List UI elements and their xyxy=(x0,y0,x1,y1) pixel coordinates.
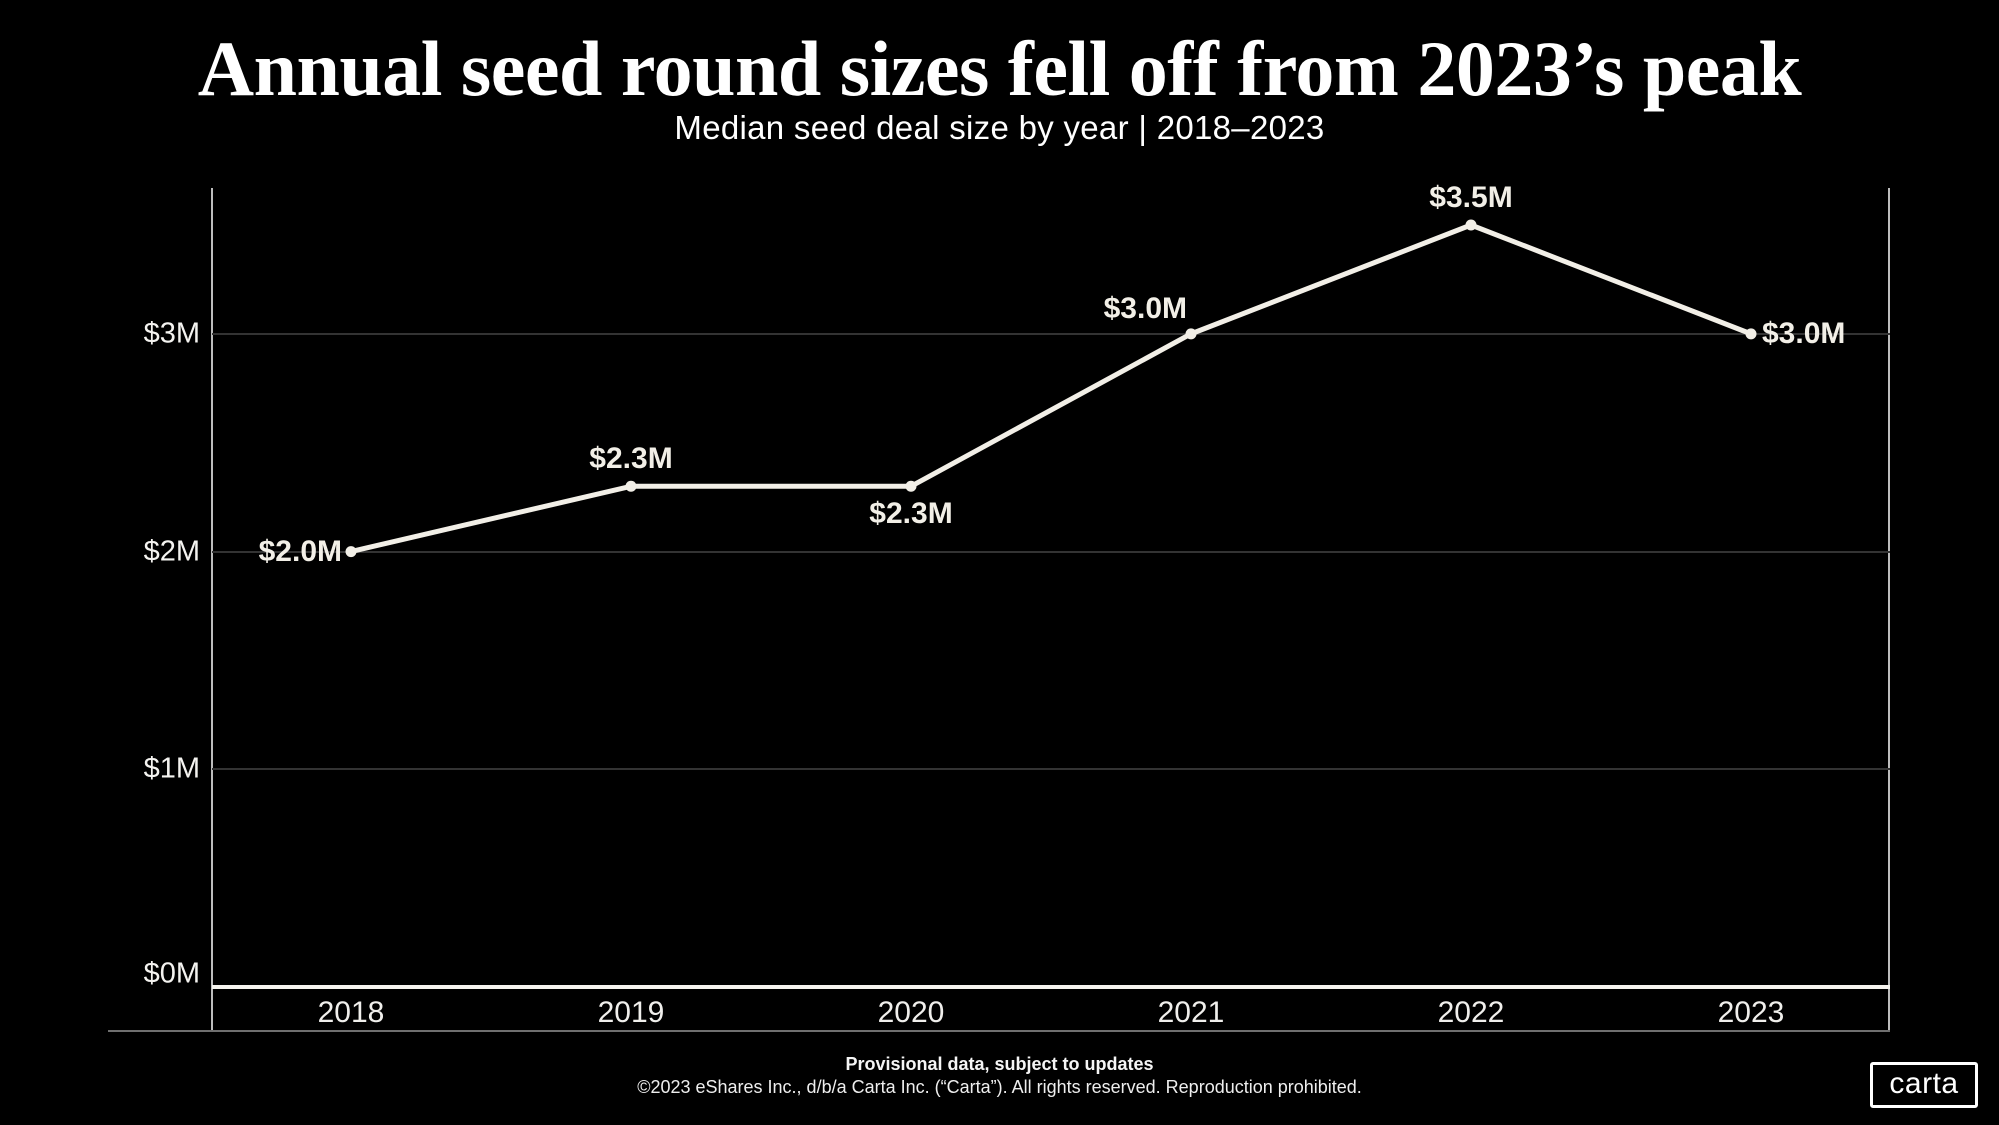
gridline xyxy=(212,768,1890,771)
gridline xyxy=(212,332,1890,335)
data-point-marker xyxy=(345,546,357,558)
data-point-label: $3.0M xyxy=(1762,316,1846,350)
gridline xyxy=(212,550,1890,553)
y-tick-label: $3M xyxy=(143,317,200,350)
data-point-label: $2.3M xyxy=(869,497,953,531)
copyright-text: ©2023 eShares Inc., d/b/a Carta Inc. (“C… xyxy=(637,1077,1362,1097)
x-tick-label: 2019 xyxy=(597,996,665,1029)
x-tick-label: 2020 xyxy=(877,996,945,1029)
data-point-marker xyxy=(1185,328,1197,340)
plot-area: $2.0M $2.3M $2.3M $3.0M $3.5M $3.0M xyxy=(212,181,1890,987)
data-point-label: $3.5M xyxy=(1429,181,1513,214)
data-point-marker xyxy=(625,480,637,492)
data-point-label: $2.3M xyxy=(589,442,673,476)
series-line xyxy=(348,222,1754,555)
chart-title: Annual seed round sizes fell off from 20… xyxy=(197,25,1802,112)
y-axis-line xyxy=(211,188,213,1031)
x-tick-label: 2023 xyxy=(1717,996,1785,1029)
carta-logo-text: carta xyxy=(1889,1066,1959,1100)
x-tick-label: 2022 xyxy=(1437,996,1505,1029)
y-tick-label: $1M xyxy=(143,752,200,785)
x-axis-line xyxy=(212,985,1890,989)
y-tick-label: $0M xyxy=(143,957,200,990)
data-point-marker xyxy=(1745,328,1757,340)
carta-logo: carta xyxy=(1870,1062,1978,1108)
y-tick-label: $2M xyxy=(143,535,200,568)
chart-subtitle: Median seed deal size by year | 2018–202… xyxy=(674,109,1325,146)
footnote: Provisional data, subject to updates xyxy=(845,1054,1154,1074)
plot-right-border xyxy=(1888,188,1890,1031)
data-point-label: $3.0M xyxy=(1103,291,1187,325)
x-tick-label: 2021 xyxy=(1157,996,1225,1029)
x-tick-label: 2018 xyxy=(317,996,385,1029)
line-series-svg xyxy=(345,219,1757,558)
data-point-marker xyxy=(1465,219,1477,231)
footer-divider xyxy=(108,1030,1890,1032)
data-point-marker xyxy=(905,480,917,492)
data-point-label: $2.0M xyxy=(258,534,342,568)
